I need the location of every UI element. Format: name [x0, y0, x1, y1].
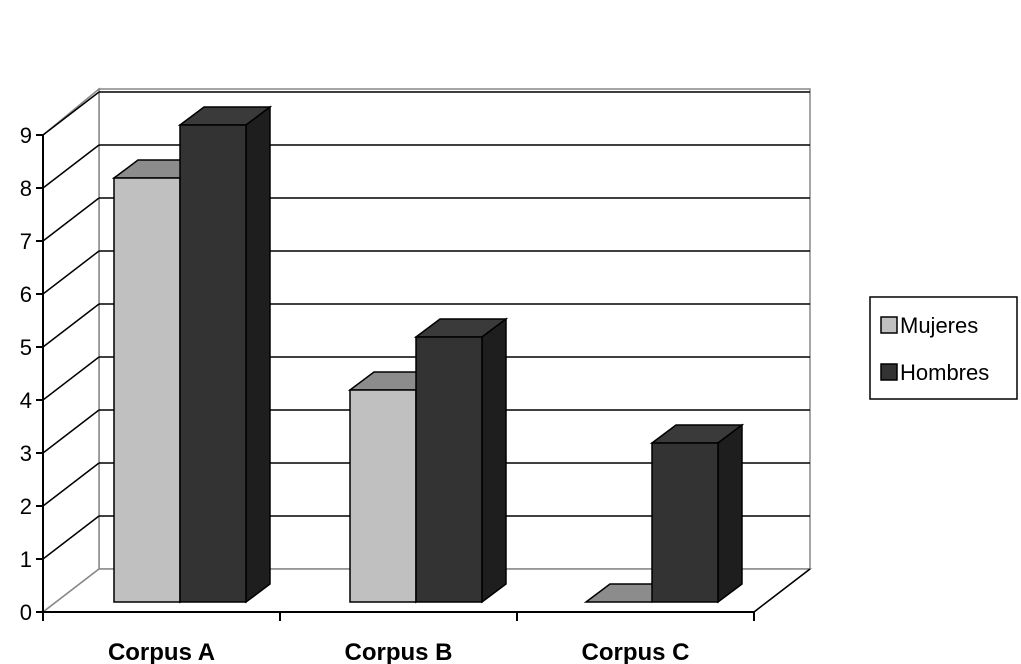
y-tick-label: 8: [20, 176, 32, 201]
bar-front: [349, 389, 417, 603]
side-wall: [42, 87, 100, 614]
gridline-side: [42, 515, 100, 560]
bar-front: [651, 442, 719, 603]
bar-front: [179, 124, 247, 603]
y-tick-label: 3: [20, 441, 32, 466]
y-tick-label: 6: [20, 282, 32, 307]
x-category-label: Corpus A: [108, 639, 215, 664]
gridline-side: [42, 462, 100, 507]
bars: [111, 105, 745, 604]
y-tick-label: 1: [20, 547, 32, 572]
axes: [42, 135, 811, 621]
gridline-side: [42, 409, 100, 454]
legend: Mujeres Hombres: [869, 296, 1018, 400]
gridline-side: [42, 144, 100, 189]
legend-swatch-mujeres: [880, 316, 898, 334]
y-tick-label: 4: [20, 388, 32, 413]
bar-side: [245, 105, 271, 604]
legend-label-hombres: Hombres: [900, 360, 989, 385]
bar-front: [415, 336, 483, 603]
legend-label-mujeres: Mujeres: [900, 313, 978, 338]
gridline-side: [42, 303, 100, 348]
x-category-labels: Corpus A Corpus B Corpus C: [108, 639, 690, 664]
gridline-side: [42, 250, 100, 295]
bar-side: [717, 423, 743, 604]
bar-hombres-corpus-b: [413, 317, 509, 604]
gridline-side: [42, 91, 100, 136]
y-tick-label: 9: [20, 123, 32, 148]
y-tick-label: 7: [20, 229, 32, 254]
y-tick-label: 5: [20, 335, 32, 360]
floor-edge: [753, 568, 811, 613]
gridline-side: [42, 197, 100, 242]
x-category-label: Corpus C: [582, 639, 690, 664]
bar-hombres-corpus-a: [177, 105, 273, 604]
y-tick-label: 0: [20, 600, 32, 625]
legend-swatch-hombres: [880, 363, 898, 381]
legend-box: [869, 296, 1018, 400]
y-tick-label: 2: [20, 494, 32, 519]
bar-side: [481, 317, 507, 604]
bar-hombres-corpus-c: [649, 423, 745, 604]
x-category-label: Corpus B: [345, 639, 453, 664]
gridline-side: [42, 356, 100, 401]
y-tick-labels: 0 1 2 3 4 5 6 7 8 9: [20, 123, 43, 625]
bar-front: [113, 177, 181, 603]
